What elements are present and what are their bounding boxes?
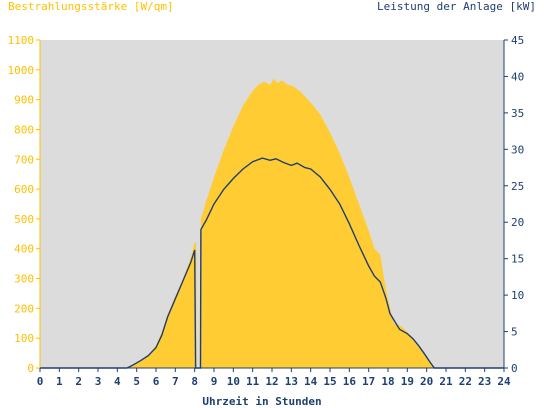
right-tick-label: 5 xyxy=(511,326,518,339)
x-tick-label: 12 xyxy=(265,375,278,388)
left-tick-label: 800 xyxy=(14,123,34,136)
right-axis-title: Leistung der Anlage [kW] xyxy=(377,0,536,13)
x-tick-label: 21 xyxy=(439,375,453,388)
x-axis-label: Uhrzeit in Stunden xyxy=(202,395,321,408)
x-tick-label: 10 xyxy=(227,375,240,388)
left-tick-label: 900 xyxy=(14,94,34,107)
left-tick-label: 600 xyxy=(14,183,34,196)
left-axis-title: Bestrahlungsstärke [W/qm] xyxy=(8,0,174,13)
right-tick-label: 35 xyxy=(511,107,524,120)
x-tick-label: 18 xyxy=(381,375,394,388)
x-tick-label: 2 xyxy=(75,375,82,388)
right-tick-label: 25 xyxy=(511,180,524,193)
x-tick-label: 9 xyxy=(211,375,218,388)
left-tick-label: 700 xyxy=(14,153,34,166)
right-tick-label: 30 xyxy=(511,143,524,156)
x-tick-label: 11 xyxy=(246,375,260,388)
right-tick-label: 45 xyxy=(511,34,524,47)
x-tick-label: 20 xyxy=(420,375,433,388)
right-tick-label: 20 xyxy=(511,216,524,229)
right-tick-label: 15 xyxy=(511,253,524,266)
left-tick-label: 0 xyxy=(27,362,34,375)
left-tick-label: 400 xyxy=(14,243,34,256)
irradiance-area xyxy=(40,78,504,369)
x-tick-label: 14 xyxy=(304,375,318,388)
x-tick-label: 1 xyxy=(56,375,63,388)
x-tick-label: 23 xyxy=(478,375,491,388)
x-tick-label: 5 xyxy=(133,375,140,388)
left-tick-label: 100 xyxy=(14,332,34,345)
left-tick-label: 1100 xyxy=(8,34,35,47)
x-tick-label: 6 xyxy=(153,375,160,388)
left-tick-label: 500 xyxy=(14,213,34,226)
x-tick-label: 0 xyxy=(37,375,44,388)
left-tick-label: 300 xyxy=(14,273,34,286)
x-tick-label: 15 xyxy=(323,375,336,388)
x-tick-label: 13 xyxy=(285,375,298,388)
x-tick-label: 3 xyxy=(95,375,102,388)
left-tick-label: 1000 xyxy=(8,64,35,77)
right-tick-label: 0 xyxy=(511,362,518,375)
x-tick-label: 7 xyxy=(172,375,179,388)
right-tick-label: 10 xyxy=(511,289,524,302)
x-tick-label: 16 xyxy=(343,375,357,388)
x-tick-label: 22 xyxy=(459,375,472,388)
x-tick-label: 4 xyxy=(114,375,121,388)
x-tick-label: 24 xyxy=(497,375,511,388)
right-tick-label: 40 xyxy=(511,70,524,83)
left-tick-label: 200 xyxy=(14,302,34,315)
power-line xyxy=(40,157,504,369)
x-tick-label: 17 xyxy=(362,375,375,388)
x-tick-label: 8 xyxy=(191,375,198,388)
x-tick-label: 19 xyxy=(401,375,414,388)
